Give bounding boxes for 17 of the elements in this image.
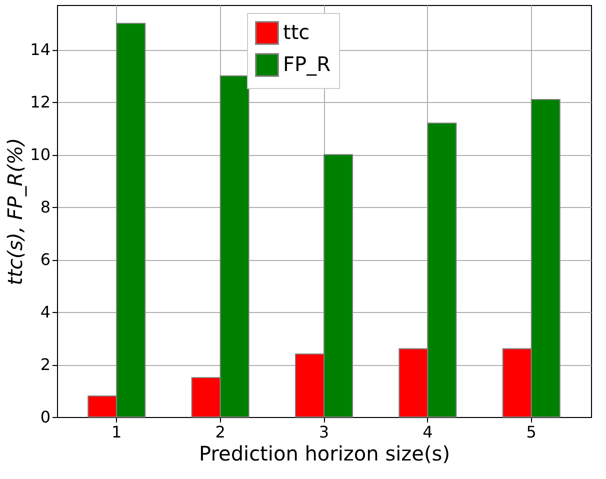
y-tick-label: 10	[30, 145, 50, 164]
y-tick-label: 2	[40, 355, 50, 374]
y-tick-label: 6	[40, 250, 50, 270]
x-tick-label: 2	[215, 422, 226, 442]
y-axis-title: ttc(s), FP_R(%)	[3, 138, 28, 286]
x-tick-label: 4	[422, 422, 433, 442]
y-tick-label: 0	[40, 408, 50, 426]
x-tick-label: 3	[318, 422, 330, 442]
y-tick-label: 12	[30, 92, 50, 112]
y-tick-label: 14	[30, 40, 50, 60]
x-axis-title: Prediction horizon size(s)	[199, 442, 450, 466]
legend-label: FP_R	[283, 52, 331, 76]
x-tick-label: 5	[526, 422, 536, 442]
y-tick-label: 4	[40, 302, 50, 322]
legend-label: ttc	[283, 20, 310, 44]
y-tick-label: 8	[40, 198, 50, 217]
x-tick-label: 1	[112, 422, 122, 442]
